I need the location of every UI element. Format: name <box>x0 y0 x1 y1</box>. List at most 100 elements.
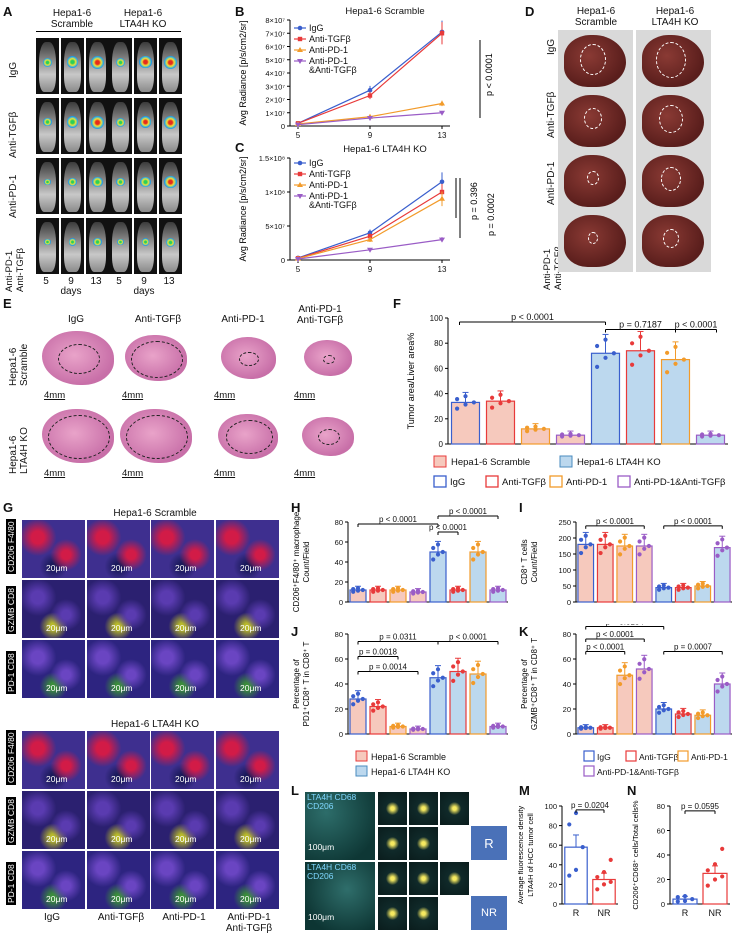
p-value: p < 0.0001 <box>586 643 625 652</box>
col-header-scramble: Hepa1-6 Scramble <box>50 8 94 30</box>
legend-label: Anti-TGFβ <box>639 752 678 762</box>
data-point <box>695 586 701 591</box>
p-value: p = 0.0018 <box>359 648 398 657</box>
days-label: days <box>60 286 82 297</box>
data-point <box>682 898 688 904</box>
liver-photo <box>636 30 711 92</box>
data-point <box>712 877 718 882</box>
panel-l-human-if: LTA4H CD68 CD206 LTA4H CD68 CD206 100μm … <box>305 784 515 934</box>
data-point <box>455 660 461 665</box>
tumor-outline <box>126 415 188 459</box>
p-value: p < 0.0001 <box>511 312 554 322</box>
y-tick-label: 50 <box>563 582 571 591</box>
scale-bar-label: 20μm <box>46 563 68 573</box>
if-image <box>216 580 279 638</box>
data-point <box>700 714 705 719</box>
tumor-outline <box>225 420 273 454</box>
legend-label: Hepa1-6 Scramble <box>451 457 530 468</box>
data-point <box>617 668 623 673</box>
y-tick-label: 20 <box>657 876 665 885</box>
tumor-outline <box>131 340 183 378</box>
mouse-image <box>36 218 59 274</box>
y-tick-label: 7×10⁷ <box>265 29 285 38</box>
if-image <box>87 731 150 789</box>
y-tick-label: 40 <box>657 851 665 860</box>
data-point <box>578 537 584 542</box>
data-point <box>475 552 481 557</box>
y-label-line: Average fluorescence density <box>518 806 525 905</box>
data-point <box>656 584 662 589</box>
bioluminescence-signal <box>166 237 175 247</box>
bioluminescence-signal <box>164 115 177 129</box>
scale-bar-label: 20μm <box>111 894 133 904</box>
y-tick-label: 60 <box>335 655 343 664</box>
chart-k-gzmb: 0 20 40 60 80 Percentage ofGZMB⁺CD8⁺ T in CD8… <box>520 624 732 777</box>
p-value: p = 0.0007 <box>674 643 713 652</box>
data-point <box>656 587 662 592</box>
data-point <box>435 678 441 683</box>
data-point <box>598 537 603 542</box>
x-tick-label: R <box>573 908 580 918</box>
if-image <box>22 851 85 909</box>
scale-bar-label: 20μm <box>175 563 197 573</box>
y-tick-label: 20 <box>434 415 443 424</box>
legend-swatch <box>485 475 499 488</box>
scale-bar-label: 4mm <box>44 390 66 401</box>
legend-marker <box>297 47 303 52</box>
mouse-image <box>134 218 157 274</box>
y-axis-label: Avg Radiance [p/s/cm2/sr] <box>238 157 248 262</box>
data-point <box>415 726 421 731</box>
data-point <box>367 87 373 93</box>
p-value: p < 0.0001 <box>596 517 635 526</box>
if-image <box>87 851 150 909</box>
data-point <box>630 362 635 367</box>
data-point <box>395 723 401 728</box>
data-point <box>455 406 460 411</box>
data-point <box>568 431 573 436</box>
data-point <box>695 715 701 721</box>
data-point <box>475 662 481 668</box>
data-point <box>541 426 546 431</box>
x-tick-label: 5 <box>296 265 301 274</box>
y-tick-label: 60 <box>657 827 665 836</box>
data-point <box>637 552 642 557</box>
chart-m-lta4h: 0 20 40 60 80 100 Average fluorescence density… <box>518 801 618 918</box>
if-image <box>22 520 85 578</box>
data-point <box>611 351 616 356</box>
bioluminescence-signal <box>44 238 51 246</box>
data-point <box>630 341 635 346</box>
data-point <box>567 873 572 878</box>
legend-marker <box>297 59 303 64</box>
data-point <box>471 545 476 551</box>
data-point <box>411 726 416 731</box>
legend-swatch <box>583 765 595 777</box>
data-point <box>601 870 607 875</box>
p-value: p < 0.0001 <box>484 53 494 96</box>
y-tick-label: 100 <box>558 566 571 575</box>
data-point <box>607 725 613 730</box>
if-channel-label: PD-1 CD8 <box>6 862 16 905</box>
mouse-image <box>109 218 132 274</box>
data-point <box>439 179 445 185</box>
data-point <box>598 725 603 730</box>
bioluminescence-signal <box>93 237 102 247</box>
data-point <box>642 657 647 662</box>
data-point <box>617 552 623 557</box>
y-tick-label: 60 <box>563 655 571 664</box>
data-point <box>673 361 678 366</box>
d-row-tgfb: Anti-TGFβ <box>546 91 557 138</box>
data-point <box>637 676 642 681</box>
y-label-line: Percentage of <box>292 658 301 709</box>
bioluminescence-signal <box>92 176 103 188</box>
row-label-igg: IgG <box>8 61 19 78</box>
legend-swatch <box>559 455 573 468</box>
data-point <box>506 399 511 404</box>
mouse-image <box>86 218 109 274</box>
data-point <box>411 589 416 594</box>
data-point <box>491 586 496 592</box>
data-point <box>603 337 608 342</box>
scale-bar-label: 20μm <box>240 563 262 573</box>
bioluminescence-signal <box>164 175 177 189</box>
if-image <box>22 580 85 638</box>
y-tick-label: 0 <box>661 900 665 909</box>
